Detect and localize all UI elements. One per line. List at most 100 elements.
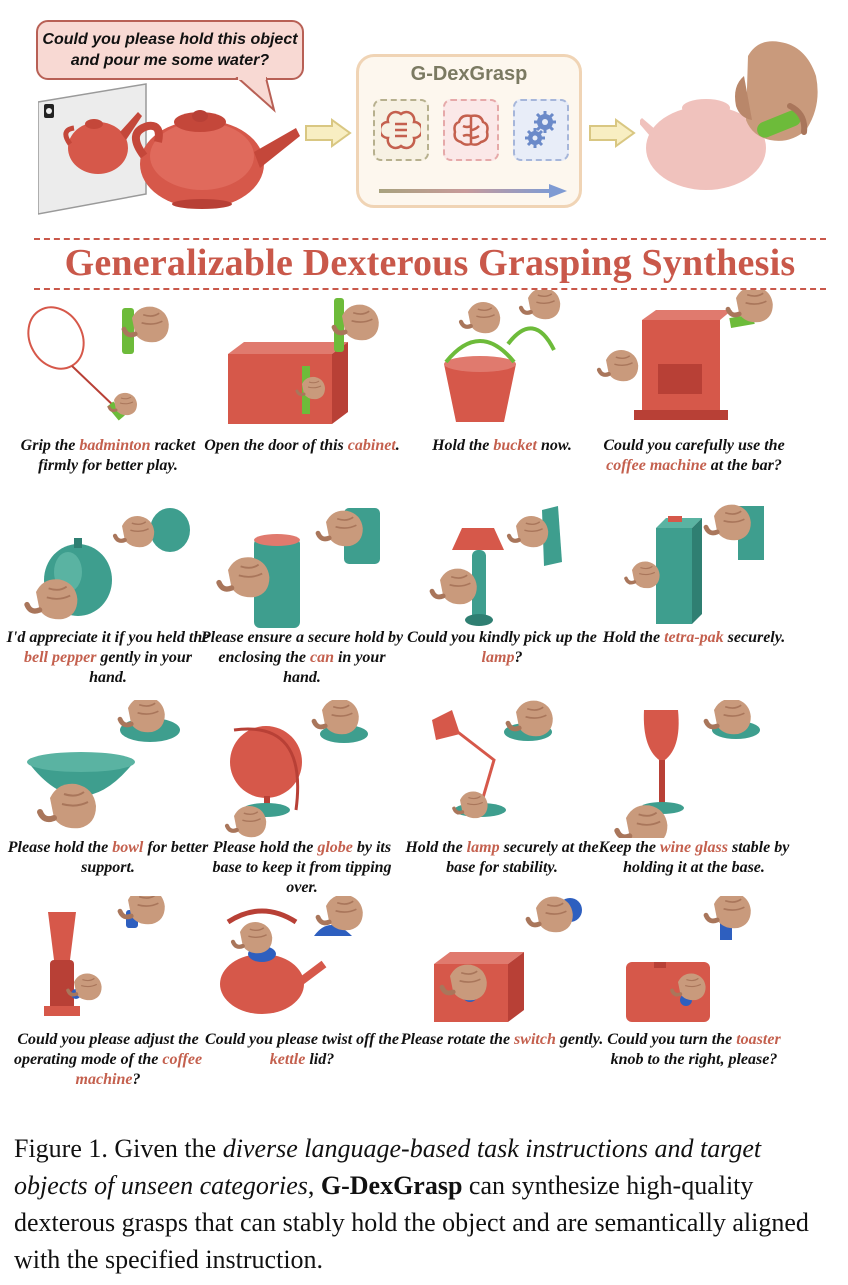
grasp-example-image bbox=[614, 700, 760, 838]
grasp-example-image bbox=[626, 896, 751, 1022]
pipeline-arrow-icon bbox=[379, 184, 567, 198]
instruction-text: ? bbox=[514, 649, 523, 666]
brain-icon bbox=[443, 99, 499, 161]
task-instruction: Could you kindly pick up the lamp? bbox=[398, 628, 606, 668]
flow-arrow-icon bbox=[305, 118, 352, 148]
object-name: wine glass bbox=[659, 839, 728, 856]
object-name: globe bbox=[317, 839, 353, 856]
instruction-text: Keep the bbox=[598, 839, 660, 856]
grasp-example-image bbox=[434, 896, 582, 1022]
task-instruction: Please ensure a secure hold by enclosing… bbox=[198, 628, 406, 688]
instruction-text: stable by holding it at the base. bbox=[623, 839, 790, 876]
grasp-example-image bbox=[27, 306, 169, 421]
task-instruction: Open the door of this cabinet. bbox=[198, 436, 406, 456]
instruction-text: Could you please twist off the bbox=[205, 1031, 399, 1048]
teapot-object bbox=[132, 110, 300, 209]
object-name: tetra-pak bbox=[664, 629, 724, 646]
instruction-text: Hold the bbox=[432, 437, 494, 454]
object-name: coffee machine bbox=[606, 457, 707, 474]
instruction-text: Please ensure a secure hold by enclosing… bbox=[200, 629, 404, 666]
instruction-text: knob to the right, please? bbox=[610, 1051, 778, 1068]
language-model-icon bbox=[373, 99, 429, 161]
instruction-text: Grip the bbox=[20, 437, 80, 454]
g-dexgrasp-panel: G-DexGrasp bbox=[356, 54, 582, 208]
task-instruction: Grip the badminton racket firmly for bet… bbox=[4, 436, 212, 476]
bubble-tail bbox=[235, 76, 276, 113]
instruction-text: Please rotate the bbox=[400, 1031, 515, 1048]
caption-model-name: G-DexGrasp bbox=[320, 1171, 463, 1200]
instruction-text: racket firmly for better play. bbox=[38, 437, 196, 474]
object-name: bell pepper bbox=[24, 649, 97, 666]
object-name: switch bbox=[514, 1031, 556, 1048]
instruction-text: at the bar? bbox=[706, 457, 782, 474]
object-name: lamp bbox=[466, 839, 500, 856]
task-instruction: Hold the tetra-pak securely. bbox=[590, 628, 798, 648]
instruction-text: gently. bbox=[555, 1031, 604, 1048]
flow-arrow-icon bbox=[589, 118, 636, 148]
task-instruction: Hold the lamp securely at the base for s… bbox=[398, 838, 606, 878]
grasp-example-image bbox=[224, 700, 368, 838]
task-instruction: Could you please twist off the kettle li… bbox=[198, 1030, 406, 1070]
instruction-text: securely at the base for stability. bbox=[446, 839, 599, 876]
prompt-text: Could you please hold this object and po… bbox=[42, 31, 298, 69]
grasp-example-image bbox=[432, 700, 553, 819]
object-name: cabinet bbox=[347, 437, 396, 454]
object-name: toaster bbox=[736, 1031, 781, 1048]
caption-sep: , bbox=[307, 1171, 321, 1200]
model-name: G-DexGrasp bbox=[410, 63, 528, 85]
instruction-text: now. bbox=[536, 437, 572, 454]
grasp-example-image bbox=[596, 290, 773, 420]
grasp-example-image bbox=[624, 504, 764, 624]
instruction-text: Hold the bbox=[602, 629, 665, 646]
task-instruction: Please hold the globe by its base to kee… bbox=[198, 838, 406, 898]
object-name: can bbox=[309, 649, 334, 666]
instruction-text: Could you turn the bbox=[607, 1031, 737, 1048]
object-name: bucket bbox=[493, 437, 537, 454]
instruction-text: gently in your hand. bbox=[89, 649, 192, 686]
caption-italic: diverse language-based task instructions… bbox=[14, 1134, 762, 1200]
grasp-example-image bbox=[228, 298, 379, 424]
instruction-text: Open the door of this bbox=[204, 437, 348, 454]
instruction-text: ? bbox=[132, 1071, 141, 1088]
task-instruction: Please rotate the switch gently. bbox=[398, 1030, 606, 1050]
instruction-text: Could you kindly pick up the bbox=[407, 629, 597, 646]
object-name: bowl bbox=[112, 839, 144, 856]
instruction-text: Could you carefully use the bbox=[603, 437, 785, 454]
grasp-example-image bbox=[44, 896, 165, 1016]
object-name: lamp bbox=[481, 649, 515, 666]
instruction-text: in your hand. bbox=[283, 649, 386, 686]
instruction-text: securely. bbox=[723, 629, 786, 646]
grasp-example-image bbox=[444, 290, 561, 422]
input-photo bbox=[38, 83, 147, 215]
task-instruction: Could you turn the toaster knob to the r… bbox=[590, 1030, 798, 1070]
task-instruction: I'd appreciate it if you held the bell p… bbox=[4, 628, 212, 688]
instruction-text: Hold the bbox=[405, 839, 467, 856]
grasp-example-image bbox=[24, 508, 190, 620]
grasp-example-image bbox=[429, 506, 562, 626]
caption-lead: Figure 1. Given the bbox=[14, 1134, 223, 1163]
instruction-text: for better support. bbox=[81, 839, 209, 876]
gears-icon bbox=[513, 99, 569, 161]
grasp-result-image bbox=[640, 41, 818, 190]
instruction-text: Please hold the bbox=[7, 839, 113, 856]
task-instruction: Could you please adjust the operating mo… bbox=[4, 1030, 212, 1090]
caption-rest: can synthesize high-quality dexterous gr… bbox=[14, 1171, 809, 1274]
object-name: coffee machine bbox=[75, 1051, 203, 1088]
task-instruction: Hold the bucket now. bbox=[398, 436, 606, 456]
object-name: kettle bbox=[269, 1051, 306, 1068]
section-heading-frame: Generalizable Dexterous Grasping Synthes… bbox=[34, 238, 826, 290]
prompt-bubble: Could you please hold this object and po… bbox=[36, 20, 304, 80]
instruction-text: Could you please adjust the operating mo… bbox=[13, 1031, 199, 1068]
grasp-example-image bbox=[220, 896, 363, 1014]
instruction-text: Please hold the bbox=[212, 839, 318, 856]
instruction-text: . bbox=[395, 437, 400, 454]
task-instruction: Keep the wine glass stable by holding it… bbox=[590, 838, 798, 878]
task-instruction: Could you carefully use the coffee machi… bbox=[590, 436, 798, 476]
instruction-text: I'd appreciate it if you held the bbox=[6, 629, 210, 646]
grasp-example-image bbox=[216, 508, 380, 628]
figure-caption: Figure 1. Given the diverse language-bas… bbox=[14, 1130, 834, 1278]
instruction-text: by its base to keep it from tipping over… bbox=[212, 839, 392, 896]
section-heading: Generalizable Dexterous Grasping Synthes… bbox=[64, 242, 796, 284]
task-instruction: Please hold the bowl for better support. bbox=[4, 838, 212, 878]
object-name: badminton bbox=[79, 437, 151, 454]
